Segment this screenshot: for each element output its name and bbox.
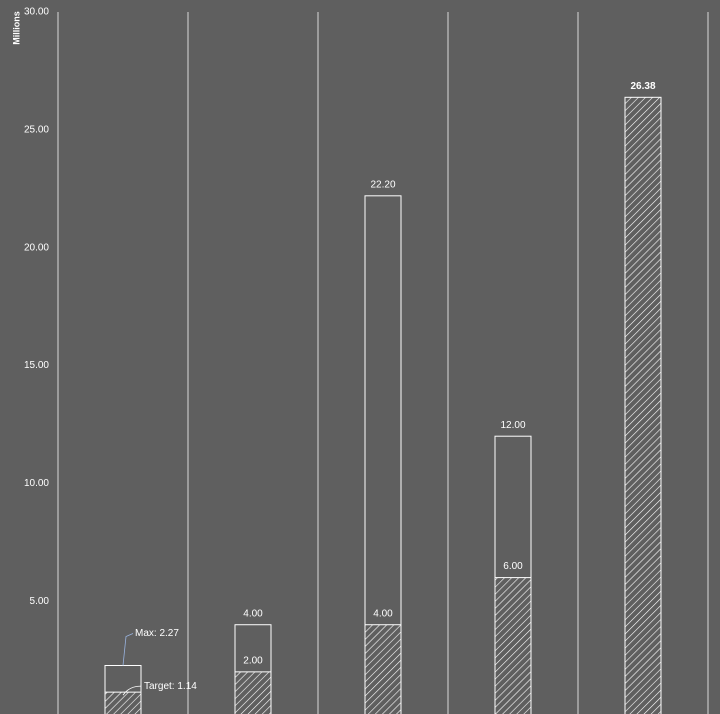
data-label: 12.00 [500,420,525,431]
y-tick-label: 25.00 [24,124,49,135]
y-tick-label: 15.00 [24,360,49,371]
y-axis-label: Millions [11,11,21,45]
y-tick-label: 5.00 [30,596,50,607]
hatched-bar [364,624,402,714]
leader-line [122,633,134,666]
y-tick-label: 30.00 [24,7,49,18]
hatched-bar [234,671,272,714]
hatched-bar [624,96,662,714]
outline-bar [364,195,402,714]
data-label: Target: 1.14 [144,681,197,692]
data-label: 22.20 [370,179,395,190]
data-label: 2.00 [243,656,263,667]
hatched-bar [104,691,142,714]
y-tick-label: 20.00 [24,242,49,253]
data-label: 6.00 [503,561,523,572]
y-tick-label: 10.00 [24,478,49,489]
data-label: Max: 2.27 [135,628,179,639]
data-label: 26.38 [630,81,655,92]
data-label: 4.00 [373,608,393,619]
leader-line [122,685,142,696]
hatched-bar [494,577,532,714]
data-label: 4.00 [243,608,263,619]
